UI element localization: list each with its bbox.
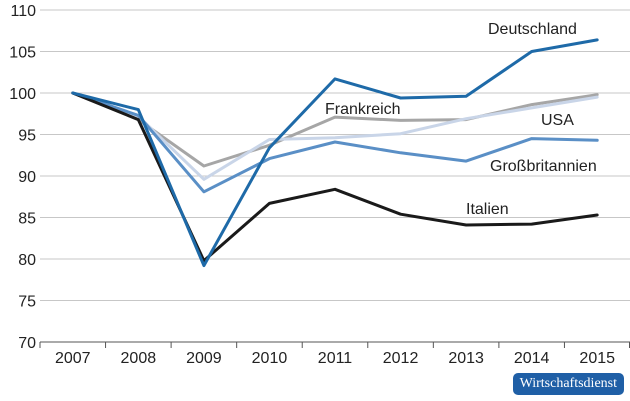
series-line (71, 91, 599, 168)
series-line (71, 38, 599, 268)
series-label: Deutschland (488, 21, 577, 38)
series-label: Großbritannien (490, 158, 597, 175)
y-tick-label: 110 (10, 3, 36, 20)
label-layer: Frankreich USA Großbritannien Italien Deutsc… (325, 21, 597, 218)
x-tick-label: 2011 (318, 350, 353, 367)
y-tick-label: 85 (18, 211, 36, 228)
y-tick-label: 100 (9, 86, 36, 103)
series-line (71, 91, 599, 181)
y-tick-label: 75 (18, 294, 36, 311)
x-tick-label: 2007 (55, 350, 91, 367)
x-tick-label: 2009 (186, 350, 222, 367)
x-tick-label: 2015 (579, 350, 615, 367)
x-tick-label: 2013 (448, 350, 484, 367)
grid-layer (40, 9, 630, 301)
series-line (71, 91, 599, 263)
series-layer (71, 38, 599, 268)
publisher-badge: Wirtschaftsdienst (512, 373, 624, 395)
x-tick-label: 2010 (252, 350, 288, 367)
series-line (71, 91, 599, 194)
x-tick-label: 2012 (383, 350, 419, 367)
y-tick-label: 70 (18, 335, 36, 352)
y-tick-label: 105 (9, 45, 36, 62)
y-tick-label: 90 (18, 169, 36, 186)
x-tick-label: 2008 (121, 350, 157, 367)
series-label: Italien (466, 201, 509, 218)
y-tick-label: 80 (18, 252, 36, 269)
axis-layer: 70 75 80 85 90 95 100 105 110 2007 2008 2009 2010 201… (9, 3, 630, 367)
y-tick-label: 95 (18, 128, 36, 145)
x-tick-label: 2014 (514, 350, 550, 367)
series-label: USA (541, 112, 574, 129)
series-label: Frankreich (325, 101, 401, 118)
